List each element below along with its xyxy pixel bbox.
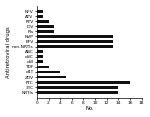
Bar [37, 76, 66, 79]
Bar [37, 10, 43, 13]
Bar [37, 35, 113, 38]
Bar [37, 25, 54, 28]
Bar [37, 15, 43, 18]
Bar [37, 91, 118, 94]
Bar [37, 86, 118, 89]
Bar [37, 55, 43, 58]
Bar [37, 45, 113, 48]
Y-axis label: Antiretroviral drugs: Antiretroviral drugs [6, 26, 10, 78]
Bar [37, 66, 49, 68]
Bar [37, 71, 60, 73]
Bar [37, 20, 49, 23]
Bar [37, 30, 54, 33]
Bar [37, 60, 43, 63]
Bar [37, 81, 130, 84]
Bar [37, 50, 43, 53]
X-axis label: No.: No. [85, 106, 94, 112]
Bar [37, 40, 113, 43]
